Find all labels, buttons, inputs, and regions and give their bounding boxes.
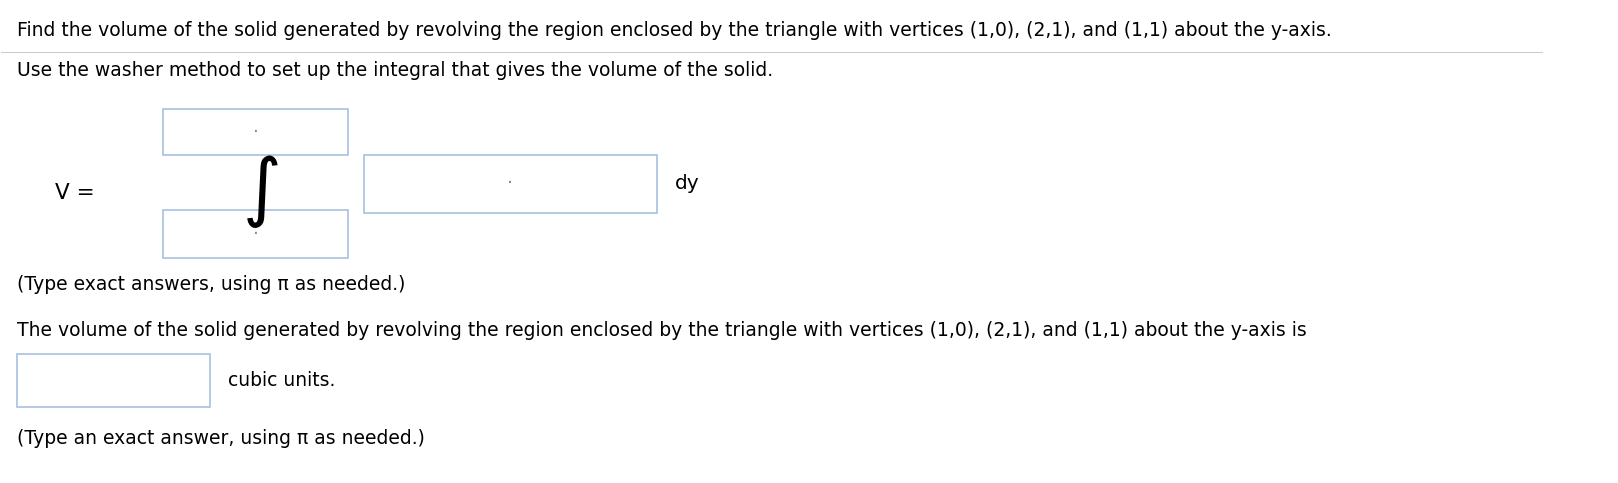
FancyBboxPatch shape bbox=[163, 110, 348, 155]
Text: (Type an exact answer, using π as needed.): (Type an exact answer, using π as needed… bbox=[16, 429, 424, 448]
Text: $\int$: $\int$ bbox=[243, 153, 278, 229]
Text: The volume of the solid generated by revolving the region enclosed by the triang: The volume of the solid generated by rev… bbox=[16, 321, 1307, 340]
Text: Use the washer method to set up the integral that gives the volume of the solid.: Use the washer method to set up the inte… bbox=[16, 61, 773, 80]
Text: ·: · bbox=[252, 123, 259, 142]
Text: V =: V = bbox=[55, 184, 102, 203]
Text: (Type exact answers, using π as needed.): (Type exact answers, using π as needed.) bbox=[16, 275, 404, 294]
FancyBboxPatch shape bbox=[364, 155, 657, 213]
Text: Find the volume of the solid generated by revolving the region enclosed by the t: Find the volume of the solid generated b… bbox=[16, 21, 1332, 40]
Text: dy: dy bbox=[675, 174, 701, 193]
FancyBboxPatch shape bbox=[163, 210, 348, 258]
Text: ·: · bbox=[252, 225, 259, 244]
FancyBboxPatch shape bbox=[16, 355, 210, 407]
Text: ·: · bbox=[508, 174, 513, 193]
Text: cubic units.: cubic units. bbox=[228, 371, 335, 390]
